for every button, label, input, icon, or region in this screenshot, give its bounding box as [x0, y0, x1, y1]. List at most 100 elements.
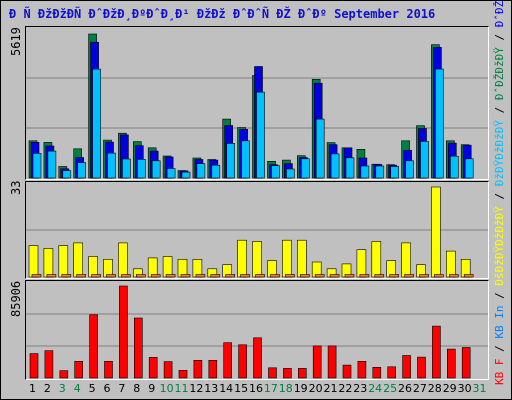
legend: KB F / KB In / ÐšÐžÐŸÐžÐžÐŸ / ÐžÐŸÐžÐžÐŸ…: [493, 0, 506, 385]
sites-bar: [226, 275, 235, 278]
kbytes-bar: [105, 361, 113, 378]
visits-bar: [59, 246, 68, 277]
pages-bar: [361, 166, 369, 178]
x-tick-label: 1: [25, 382, 40, 395]
pages-bar: [48, 151, 56, 178]
visits-bar: [118, 243, 127, 277]
sites-bar: [300, 275, 309, 278]
kbytes-bar: [179, 370, 187, 378]
kbytes-chart: [26, 281, 488, 379]
kbytes-bar: [30, 354, 38, 378]
kbytes-bar: [298, 368, 306, 378]
x-tick-label: 6: [100, 382, 115, 395]
kbytes-bar: [164, 362, 172, 378]
kbytes-bar: [358, 361, 366, 378]
x-tick-label: 22: [338, 382, 353, 395]
sites-bar: [271, 275, 280, 278]
pages-bar: [167, 169, 175, 179]
visits-bar: [372, 242, 381, 278]
pages-bar: [465, 159, 473, 178]
pages-bar: [376, 166, 384, 178]
kbytes-bar: [388, 367, 396, 378]
y-max-label-pages: 5619: [9, 27, 23, 56]
visits-bar: [253, 242, 262, 278]
visits-bar: [402, 243, 411, 277]
pages-bar: [286, 169, 294, 178]
sites-bar: [405, 275, 414, 278]
x-tick-label: 5: [85, 382, 100, 395]
x-tick-label: 31: [472, 382, 487, 395]
chart-title: Ð Ñ ÐžÐžÐÑ ÐˆÐžÐ¸ÐºÐˆÐ¸Ð¹ ÐžÐž ÐˆÐˆÑ ÐŽ …: [9, 7, 435, 21]
pages-bar: [435, 69, 443, 178]
hits-pages-panel: [25, 26, 489, 180]
x-tick-label: 2: [40, 382, 55, 395]
y-max-label-kbytes: 85906: [9, 281, 23, 317]
pages-bar: [152, 161, 160, 178]
x-tick-label: 23: [353, 382, 368, 395]
pages-bar: [272, 166, 280, 178]
legend-separator: /: [493, 186, 506, 206]
visits-bar: [44, 248, 53, 277]
legend-separator: /: [493, 286, 506, 306]
legend-hits: ÐˆÐŽÐžÐŸ: [493, 47, 506, 100]
kbytes-bar: [269, 368, 277, 378]
x-tick-label: 11: [174, 382, 189, 395]
kbytes-bar: [343, 365, 351, 378]
sites-bar: [151, 275, 160, 278]
kbytes-panel: [25, 280, 489, 380]
x-tick-label: 16: [249, 382, 264, 395]
x-tick-label: 17: [263, 382, 278, 395]
files-visits-chart: [26, 182, 488, 278]
x-tick-label: 30: [457, 382, 472, 395]
kbytes-bar: [373, 367, 381, 378]
legend-visits: ÐˆÐŽÐŽÐÐÐ: [493, 0, 506, 27]
visits-bar: [357, 250, 366, 277]
kbytes-bar: [328, 346, 336, 378]
x-tick-label: 12: [189, 382, 204, 395]
sites-bar: [92, 275, 101, 278]
sites-bar: [136, 275, 145, 278]
x-tick-label: 21: [323, 382, 338, 395]
sites-bar: [166, 275, 175, 278]
kbytes-bar: [224, 343, 232, 378]
visits-bar: [238, 240, 247, 277]
sites-bar: [330, 275, 339, 278]
x-tick-label: 20: [308, 382, 323, 395]
pages-bar: [331, 154, 339, 178]
pages-bar: [33, 153, 41, 178]
visits-bar: [297, 240, 306, 277]
legend-separator: /: [493, 27, 506, 47]
kbytes-bar: [447, 349, 455, 378]
x-tick-label: 14: [219, 382, 234, 395]
kbytes-bar: [462, 348, 470, 379]
sites-bar: [464, 275, 473, 278]
x-tick-label: 7: [114, 382, 129, 395]
sites-bar: [345, 275, 354, 278]
legend-separator: /: [493, 100, 506, 120]
x-tick-label: 3: [55, 382, 70, 395]
x-axis-day-labels: 1 2 3 4 5 6 7 8 9 10 11 12 13 14 15 16 17 18 19 20 21 22 23 24 2…: [25, 382, 489, 396]
sites-bar: [375, 275, 384, 278]
pages-bar: [197, 164, 205, 178]
kbytes-bar: [432, 326, 440, 378]
kbytes-bar: [239, 345, 247, 378]
sites-bar: [32, 275, 41, 278]
kbytes-bar: [418, 357, 426, 378]
sites-bar: [181, 275, 190, 278]
sites-bar: [420, 275, 429, 278]
pages-bar: [406, 161, 414, 178]
x-tick-label: 8: [129, 382, 144, 395]
x-tick-label: 27: [412, 382, 427, 395]
sites-bar: [449, 275, 458, 278]
kbytes-bar: [90, 315, 98, 378]
kbytes-bar: [283, 368, 291, 378]
y-max-label-files: 33: [9, 181, 23, 195]
sites-bar: [285, 275, 294, 278]
visits-bar: [282, 240, 291, 277]
kbytes-bar: [209, 360, 217, 378]
pages-bar: [242, 141, 250, 178]
pages-bar: [346, 158, 354, 178]
sites-bar: [62, 275, 71, 278]
pages-bar: [93, 69, 101, 178]
x-tick-label: 19: [293, 382, 308, 395]
